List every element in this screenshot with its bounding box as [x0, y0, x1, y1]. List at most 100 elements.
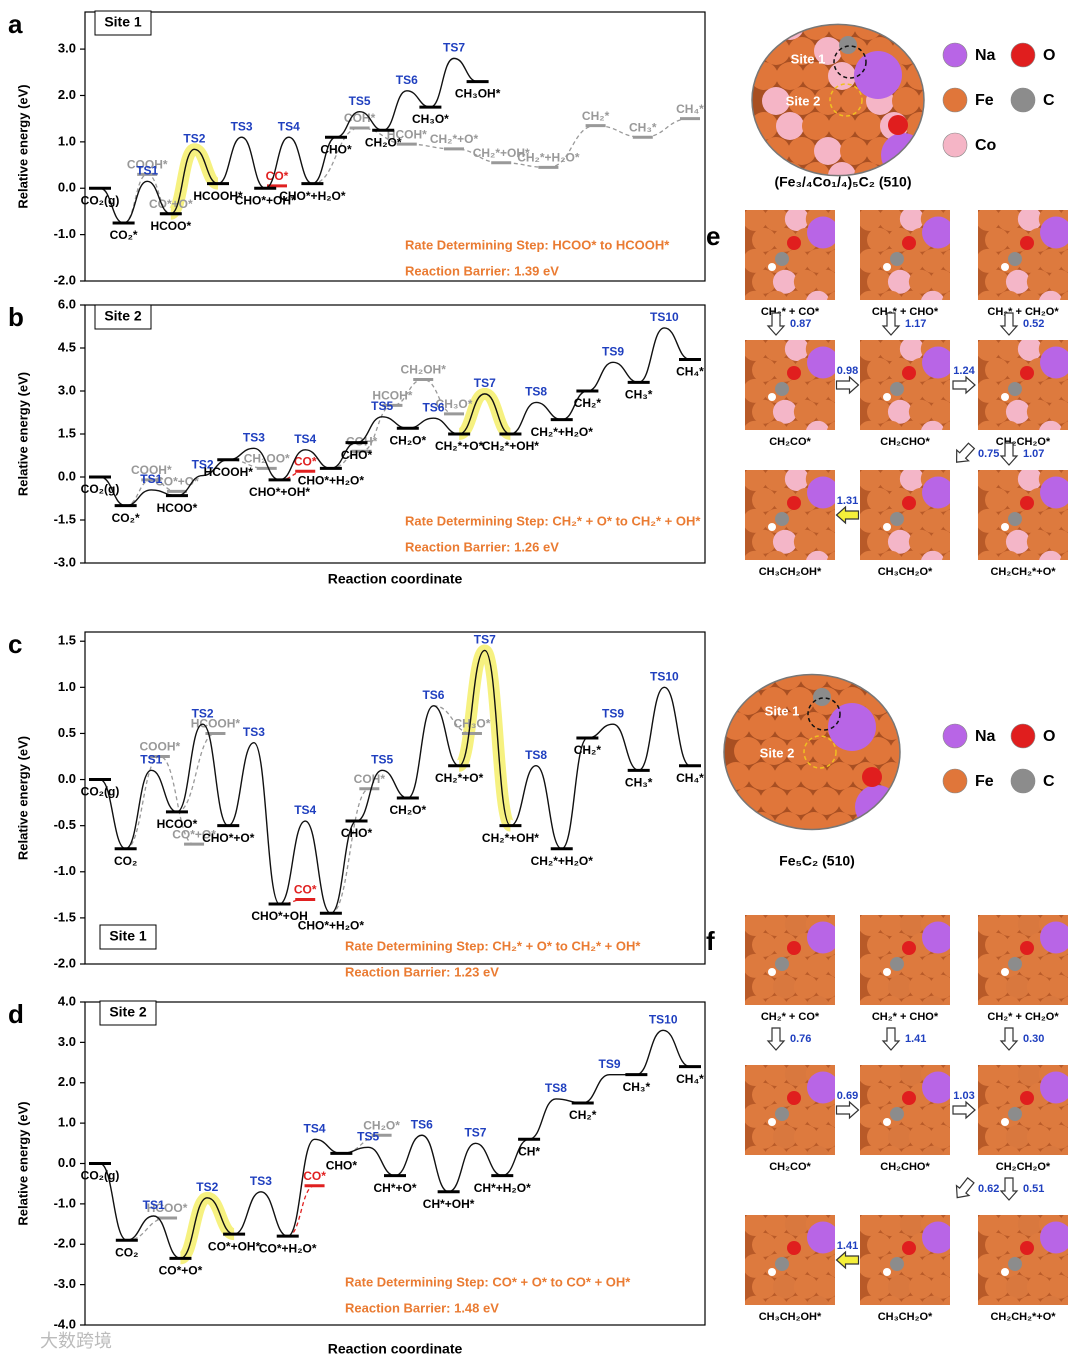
- atom: [899, 953, 924, 978]
- atom: [920, 508, 945, 533]
- atom: [929, 1274, 950, 1299]
- legend-label: C: [1043, 773, 1055, 790]
- atom: [1018, 290, 1042, 300]
- atom: [806, 1145, 830, 1155]
- atom-o: [787, 236, 801, 250]
- site1-marker: [833, 45, 867, 79]
- atom: [1017, 1253, 1042, 1278]
- atom: [985, 227, 1009, 252]
- branch-label: COOH*: [131, 463, 172, 477]
- atom-h: [1001, 968, 1009, 976]
- atom: [814, 137, 842, 165]
- atom-h: [768, 1268, 776, 1276]
- atom: [776, 24, 804, 40]
- atom-h: [883, 393, 891, 401]
- ts-label: TS8: [525, 748, 547, 762]
- site-label: Site 1: [104, 14, 142, 30]
- slab-image: [978, 210, 1068, 300]
- level-label: CH₄*: [676, 365, 704, 379]
- branch-label: CO*+O*: [172, 827, 216, 841]
- atom: [793, 1124, 818, 1149]
- atom: [828, 62, 856, 90]
- branch-path: [330, 788, 370, 914]
- slab-atoms: [860, 915, 950, 1005]
- atom: [920, 1253, 945, 1278]
- atom-na: [807, 216, 835, 249]
- atom: [724, 812, 750, 830]
- branch-label: CH₃*: [629, 120, 657, 134]
- atom: [1069, 400, 1080, 424]
- atom: [760, 687, 788, 715]
- atom: [800, 812, 828, 830]
- atom: [978, 420, 1000, 430]
- atom: [867, 269, 891, 294]
- atom: [836, 228, 860, 252]
- atom: [1017, 508, 1042, 533]
- atom: [860, 340, 882, 361]
- ts-label: TS6: [411, 1117, 433, 1131]
- atom: [1038, 248, 1063, 273]
- atom: [1017, 1103, 1042, 1128]
- atom: [878, 674, 900, 690]
- atom: [978, 1103, 1000, 1128]
- atom: [763, 915, 788, 936]
- x-axis-label: Reaction coordinate: [328, 1341, 463, 1357]
- atom: [860, 470, 882, 491]
- barrier-label: 1.24: [953, 365, 975, 377]
- atom-o: [902, 941, 916, 955]
- atom: [899, 470, 924, 491]
- atom: [826, 249, 835, 273]
- atom: [785, 995, 809, 1005]
- atom: [899, 508, 924, 533]
- branch-path: [176, 732, 216, 813]
- node-label: CH₂CH₂*+O*: [990, 566, 1056, 578]
- y-tick-label: 1.0: [58, 133, 76, 148]
- step-arrow: [835, 505, 860, 525]
- atom: [899, 340, 924, 361]
- barrier-label: 1.31: [837, 495, 858, 507]
- site2-label: Site 2: [760, 745, 795, 760]
- plot-frame: [84, 631, 706, 965]
- site-label: Site 2: [109, 1004, 147, 1020]
- atom-na: [1040, 346, 1068, 379]
- atom: [806, 420, 830, 430]
- atom: [752, 269, 776, 294]
- ts-label: TS4: [294, 432, 316, 446]
- barrier-label: 0.30: [1023, 1033, 1044, 1045]
- atom: [920, 1103, 945, 1128]
- atom: [763, 340, 788, 361]
- level-label: CH₂*: [569, 1108, 597, 1122]
- panel-letter: b: [8, 302, 24, 332]
- ts-label: TS3: [243, 431, 265, 445]
- level-label: CH₂O*: [365, 135, 402, 149]
- atom: [1039, 290, 1063, 300]
- atom: [942, 551, 950, 560]
- atom: [864, 737, 892, 765]
- atom-h: [883, 968, 891, 976]
- atom-na: [1040, 216, 1068, 249]
- atom: [1069, 933, 1080, 957]
- atom: [941, 1254, 950, 1278]
- branch-label: COOH*: [127, 157, 168, 171]
- atom: [814, 529, 835, 554]
- atom: [745, 1215, 767, 1236]
- legend-label: Fe: [975, 92, 994, 109]
- ts-label: TS5: [349, 94, 371, 108]
- node-label: CH₃CH₂OH*: [759, 566, 822, 578]
- atom: [1069, 1125, 1080, 1149]
- y-tick-label: 4.5: [58, 339, 76, 354]
- atom: [860, 378, 882, 403]
- structure-outline: [751, 23, 925, 177]
- atom: [978, 470, 1000, 491]
- barrier-text: Reaction Barrier: 1.48 eV: [345, 1300, 499, 1315]
- atom: [997, 1295, 1021, 1305]
- atom: [860, 1253, 882, 1278]
- atom: [1017, 953, 1042, 978]
- atom: [951, 270, 975, 294]
- structure-caption: (Fe₃/₄Co₁/₄)₅C₂ (510): [774, 174, 911, 190]
- atom: [942, 996, 950, 1005]
- y-tick-label: 1.0: [58, 679, 76, 694]
- ts-label: TS1: [140, 472, 162, 486]
- atom: [1038, 1103, 1063, 1128]
- atom: [826, 1104, 835, 1128]
